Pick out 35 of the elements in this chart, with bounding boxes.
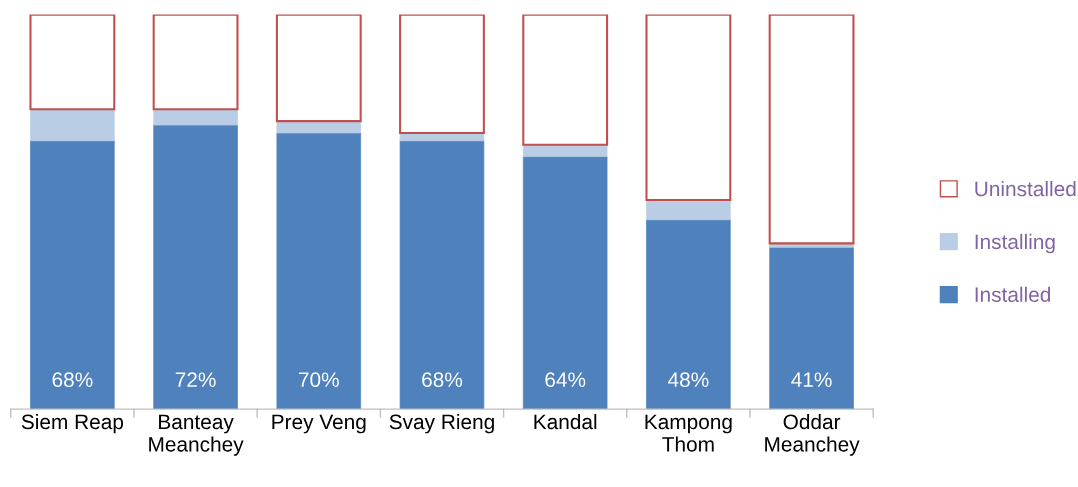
legend-label: Uninstalled xyxy=(975,180,1076,197)
bar xyxy=(646,219,731,410)
bar xyxy=(153,108,238,126)
bar xyxy=(30,108,115,142)
data-label: 70% xyxy=(299,372,339,388)
bar xyxy=(276,120,362,134)
data-label: 68% xyxy=(52,372,93,388)
bar xyxy=(399,14,485,134)
x-tick-label: Svay Rieng xyxy=(389,413,494,434)
data-label: 48% xyxy=(668,372,709,388)
bar xyxy=(30,140,115,410)
data-label: 72% xyxy=(175,372,216,387)
data-label: 64% xyxy=(545,372,586,388)
x-tick-label: Banteay Meanchey xyxy=(149,414,244,456)
bar xyxy=(276,132,362,410)
x-tick-label: Oddar Meanchey xyxy=(765,413,860,456)
legend-label: Installing xyxy=(975,233,1055,254)
bar xyxy=(768,14,855,245)
x-tick-label: Kampong Thom xyxy=(645,414,732,452)
bar xyxy=(153,124,238,410)
x-tick-label: Kandal xyxy=(534,413,597,430)
data-label: 68% xyxy=(422,372,463,388)
x-tick-label: Siem Reap xyxy=(21,413,124,434)
x-tick-label: Prey Veng xyxy=(272,414,366,434)
bar xyxy=(152,14,239,111)
bar xyxy=(275,14,362,123)
bar xyxy=(399,140,485,410)
legend-label: Installed xyxy=(975,286,1051,303)
bar xyxy=(29,14,116,111)
data-label: 41% xyxy=(791,372,832,387)
bar xyxy=(646,199,731,221)
bar xyxy=(645,14,732,202)
bar xyxy=(522,156,608,410)
bar xyxy=(522,14,609,146)
bar xyxy=(769,247,854,410)
